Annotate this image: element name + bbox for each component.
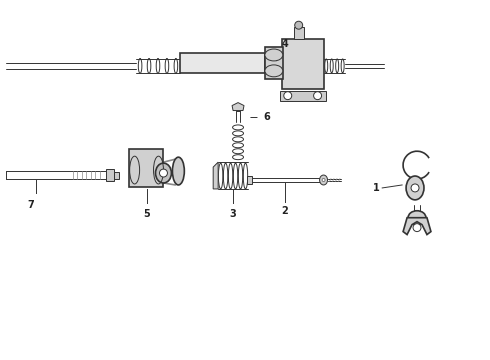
Polygon shape	[213, 162, 218, 189]
Bar	[265, 47, 283, 79]
Ellipse shape	[322, 179, 325, 181]
Ellipse shape	[155, 163, 172, 183]
Bar	[114, 172, 119, 179]
Text: 4: 4	[281, 39, 288, 49]
Ellipse shape	[314, 92, 321, 100]
Text: 7: 7	[28, 200, 35, 210]
Ellipse shape	[265, 65, 283, 77]
Bar	[280, 91, 325, 100]
Text: 2: 2	[281, 206, 288, 216]
Bar	[282, 39, 323, 89]
Ellipse shape	[159, 169, 168, 177]
Bar	[129, 149, 164, 187]
Text: 6: 6	[263, 112, 270, 122]
Bar	[106, 169, 114, 181]
Bar	[247, 176, 252, 184]
Ellipse shape	[319, 175, 327, 185]
Ellipse shape	[411, 184, 419, 192]
Ellipse shape	[294, 21, 303, 29]
Text: 5: 5	[143, 209, 150, 219]
Polygon shape	[232, 103, 244, 111]
Bar	[294, 27, 304, 39]
Polygon shape	[403, 218, 431, 235]
Ellipse shape	[408, 211, 426, 225]
Ellipse shape	[413, 224, 421, 231]
Text: 3: 3	[230, 209, 237, 219]
Bar	[180, 53, 265, 73]
Text: 1: 1	[372, 183, 379, 193]
Ellipse shape	[265, 49, 283, 61]
Ellipse shape	[406, 176, 424, 200]
Ellipse shape	[284, 92, 292, 100]
Ellipse shape	[172, 157, 184, 185]
